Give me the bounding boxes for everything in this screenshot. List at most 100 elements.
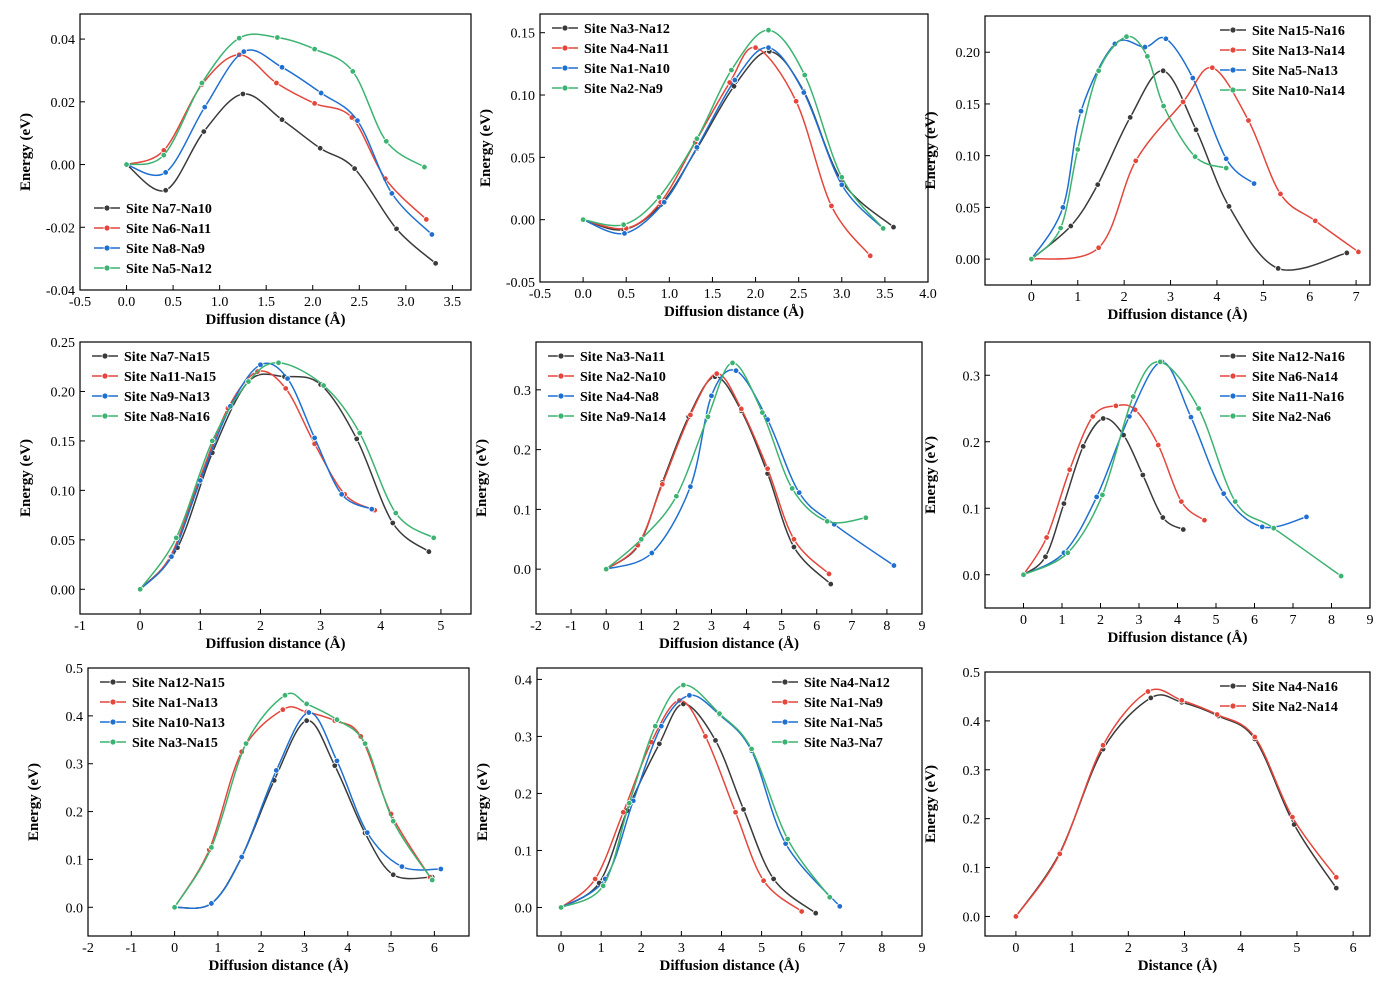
legend-label: Site Na8-Na16 [124, 410, 210, 425]
x-tick-label: 1 [1059, 613, 1066, 628]
x-tick-label: -1 [565, 619, 577, 634]
legend-label: Site Na2-Na9 [584, 82, 663, 97]
y-tick-label: 0.02 [51, 96, 76, 111]
x-tick-label: 2.5 [790, 287, 808, 302]
data-point [239, 90, 247, 98]
legend-marker [1229, 412, 1237, 420]
series-line [1015, 694, 1337, 917]
data-point [320, 382, 327, 389]
data-point [354, 117, 361, 124]
data-point [303, 717, 310, 724]
legend-marker [1229, 26, 1237, 34]
data-point [732, 809, 739, 816]
legend-label: Site Na1-Na5 [804, 716, 883, 731]
y-tick-label: 0.15 [51, 435, 76, 450]
legend-marker [103, 244, 111, 252]
data-point [1192, 126, 1200, 134]
legend-label: Site Na6-Na14 [1252, 370, 1338, 385]
data-point [790, 543, 798, 551]
data-point [201, 103, 208, 111]
series-line [1030, 70, 1347, 271]
y-tick-label: 0.2 [515, 787, 533, 802]
chart-panel-9: 0 1 2 3 4 5 6 0.0 0.1 0.2 0.3 0.4 0.5 Distance (Å) Ene… [923, 666, 1371, 974]
data-point [693, 144, 701, 151]
data-point [274, 34, 281, 41]
x-tick-label: 9 [919, 941, 926, 956]
data-point [702, 733, 709, 740]
data-point [1043, 534, 1050, 541]
y-tick-label: 0.15 [956, 98, 981, 113]
data-point [1250, 180, 1258, 187]
data-point [579, 216, 587, 223]
x-tick-label: 2.0 [747, 287, 765, 302]
x-tick-label: 4 [718, 941, 725, 956]
x-tick-label: 5 [1293, 941, 1300, 956]
data-point [1095, 67, 1102, 75]
data-point [1245, 117, 1252, 124]
data-point [429, 876, 436, 884]
data-point [648, 549, 655, 557]
data-point [765, 27, 772, 34]
y-tick-label: 0.2 [514, 444, 532, 459]
legend: Site Na12-Na16 Site Na6-Na14 Site Na11-Na1… [1220, 350, 1345, 425]
data-point [392, 509, 400, 517]
data-point [792, 98, 800, 105]
x-tick-label: 2 [257, 619, 264, 634]
legend-label: Site Na5-Na13 [1252, 64, 1338, 79]
legend-label: Site Na1-Na13 [132, 696, 218, 711]
x-axis-title: Diffusion distance (Å) [664, 304, 804, 320]
legend-label: Site Na1-Na10 [584, 62, 670, 77]
data-point [599, 882, 607, 890]
data-point [1144, 688, 1152, 695]
data-point [621, 230, 628, 237]
data-point [716, 710, 723, 717]
x-tick-label: 1.0 [661, 287, 679, 302]
x-tick-label: 0 [603, 619, 610, 634]
x-tick-label: -0.5 [529, 287, 551, 302]
legend-marker [101, 392, 109, 400]
legend-marker [561, 44, 569, 52]
data-point [1222, 164, 1230, 172]
x-axis-title: Diffusion distance (Å) [659, 958, 799, 974]
chart-panel-4: -1 0 1 2 3 4 5 0.00 0.05 0.10 0.15 0.20 0.25 Diffusio… [18, 336, 472, 652]
legend-marker [781, 698, 789, 706]
x-tick-label: 1.5 [257, 295, 275, 310]
plot-frame [984, 671, 1371, 937]
series-line [582, 46, 871, 257]
data-point [398, 863, 406, 870]
data-point [759, 409, 766, 416]
legend-label: Site Na8-Na9 [126, 242, 205, 257]
y-tick-label: 0.0 [66, 901, 84, 916]
x-tick-label: 8 [1328, 613, 1335, 628]
data-point [275, 359, 282, 366]
x-tick-label: 5 [437, 619, 444, 634]
data-point [770, 875, 777, 883]
data-point [316, 145, 324, 152]
legend-label: Site Na9-Na13 [124, 390, 210, 405]
x-tick-label: 5 [1213, 613, 1220, 628]
data-point [800, 89, 808, 96]
data-point [862, 514, 870, 521]
x-tick-label: 2 [1125, 941, 1132, 956]
legend-marker [561, 64, 569, 72]
y-tick-label: 0.25 [51, 336, 76, 351]
plot-frame [535, 341, 923, 615]
data-point [208, 844, 215, 851]
data-point [828, 202, 835, 210]
y-tick-label: 0.1 [963, 502, 981, 517]
data-point [1159, 514, 1167, 521]
legend-marker [109, 698, 117, 706]
x-tick-label: 4 [743, 619, 750, 634]
x-tick-label: 0.0 [118, 295, 136, 310]
data-point [238, 853, 245, 861]
data-point [1020, 571, 1027, 578]
data-point [168, 553, 175, 560]
x-axis-title: Diffusion distance (Å) [1107, 307, 1247, 323]
data-point [333, 716, 341, 723]
data-point [278, 116, 286, 123]
data-point [827, 580, 834, 588]
data-point [1355, 248, 1362, 256]
y-tick-label: 0.10 [51, 484, 76, 499]
data-point [1195, 405, 1202, 412]
